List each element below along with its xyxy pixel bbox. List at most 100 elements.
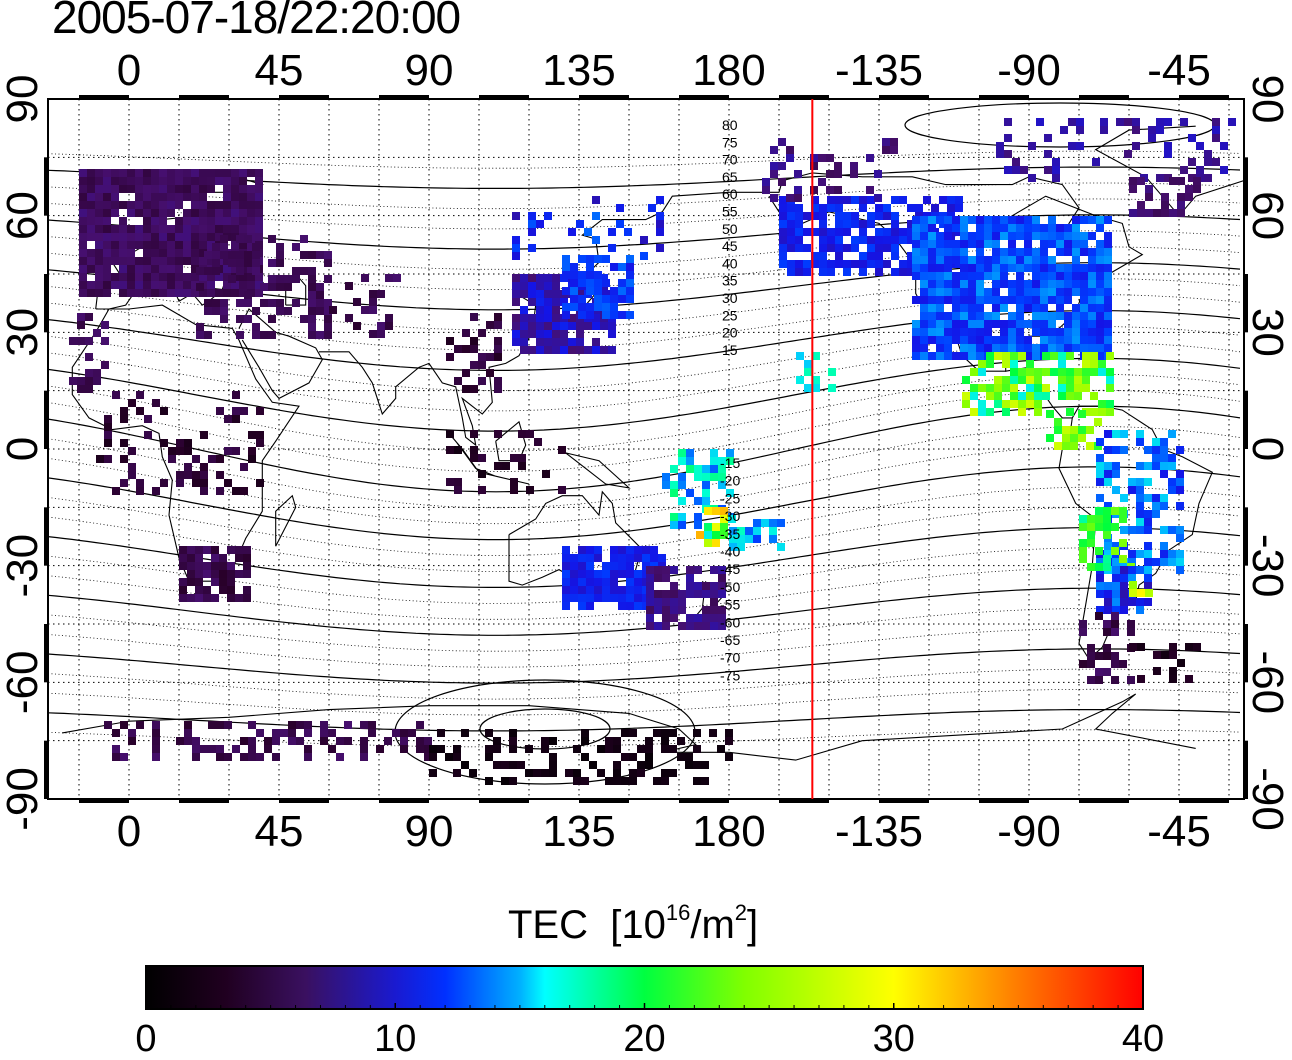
tec-pixel	[701, 777, 709, 785]
tec-pixel	[1176, 470, 1184, 478]
tec-pixel	[803, 228, 811, 236]
tec-pixel	[220, 315, 228, 323]
tec-pixel	[883, 260, 891, 268]
tec-pixel	[859, 236, 867, 244]
tec-pixel	[87, 289, 95, 297]
tec-pixel	[712, 523, 720, 531]
tec-pixel	[594, 271, 602, 279]
tec-pixel	[1136, 526, 1144, 534]
tec-pixel	[944, 288, 952, 296]
tec-pixel	[568, 338, 576, 346]
tec-pixel	[103, 225, 111, 233]
tec-pixel	[1048, 296, 1056, 304]
tec-pixel	[662, 481, 670, 489]
tec-pixel	[618, 295, 626, 303]
tec-pixel	[1096, 304, 1104, 312]
tec-pixel	[986, 360, 994, 368]
tec-pixel	[1056, 248, 1064, 256]
tec-pixel	[1018, 352, 1026, 360]
tec-pixel	[219, 570, 227, 578]
tec-pixel	[208, 721, 216, 729]
tec-pixel	[1016, 336, 1024, 344]
tec-pixel	[586, 311, 594, 319]
tec-pixel	[1080, 248, 1088, 256]
contour-label: 35	[722, 273, 738, 289]
tec-pixel	[199, 193, 207, 201]
tec-pixel	[272, 753, 280, 761]
tec-pixel	[1026, 400, 1034, 408]
tec-pixel	[328, 745, 336, 753]
tec-pixel	[812, 376, 820, 384]
tec-pixel	[1018, 400, 1026, 408]
tec-pixel	[462, 385, 470, 393]
tec-pixel	[544, 282, 552, 290]
tec-pixel	[211, 570, 219, 578]
tec-pixel	[976, 328, 984, 336]
tec-pixel	[191, 249, 199, 257]
frame-bar-left	[44, 390, 48, 449]
tec-pixel	[891, 236, 899, 244]
tec-pixel	[1111, 612, 1119, 620]
tec-pixel	[867, 220, 875, 228]
tec-pixel	[167, 289, 175, 297]
tec-pixel	[255, 281, 263, 289]
tec-pixel	[928, 288, 936, 296]
tec-pixel	[907, 220, 915, 228]
tec-pixel	[562, 287, 570, 295]
tec-pixel	[207, 177, 215, 185]
tec-pixel	[446, 337, 454, 345]
tec-pixel	[1137, 675, 1145, 683]
tec-pixel	[1103, 628, 1111, 636]
tec-pixel	[1056, 240, 1064, 248]
tec-pixel	[1176, 534, 1184, 542]
tec-pixel	[1086, 426, 1094, 434]
tec-pixel	[936, 320, 944, 328]
tec-pixel	[634, 586, 642, 594]
tec-pixel	[167, 249, 175, 257]
tec-pixel	[227, 570, 235, 578]
tec-pixel	[1120, 606, 1128, 614]
tec-pixel	[231, 169, 239, 177]
tec-pixel	[79, 201, 87, 209]
tec-pixel	[255, 273, 263, 281]
tec-pixel	[544, 346, 552, 354]
tec-pixel	[867, 252, 875, 260]
tec-pixel	[203, 594, 211, 602]
tec-pixel	[1096, 462, 1104, 470]
tec-pixel	[1040, 296, 1048, 304]
tec-pixel	[1095, 507, 1103, 515]
tec-pixel	[111, 201, 119, 209]
tec-pixel	[111, 193, 119, 201]
tec-pixel	[928, 328, 936, 336]
tec-pixel	[835, 260, 843, 268]
tec-pixel	[976, 256, 984, 264]
tec-pixel	[1004, 134, 1012, 142]
tec-pixel	[1120, 526, 1128, 534]
tec-pixel	[586, 578, 594, 586]
tec-pixel	[240, 463, 248, 471]
tec-pixel	[662, 473, 670, 481]
colorbar-tick-label: 0	[135, 1018, 157, 1060]
tec-pixel	[179, 554, 187, 562]
tec-pixel	[211, 578, 219, 586]
tec-pixel	[191, 185, 199, 193]
tec-pixel	[912, 248, 920, 256]
tec-pixel	[562, 586, 570, 594]
tec-pixel	[1136, 502, 1144, 510]
tec-pixel	[87, 281, 95, 289]
tec-pixel	[1008, 216, 1016, 224]
tec-pixel	[1026, 384, 1034, 392]
longitude-ticks-bottom: 0 45 90 135 180 -135 -90 -45	[117, 807, 1211, 856]
tec-pixel	[1169, 643, 1177, 651]
tec-pixel	[1072, 256, 1080, 264]
tec-pixel	[1144, 478, 1152, 486]
tec-pixel	[669, 729, 677, 737]
tec-pixel	[1004, 166, 1012, 174]
tec-pixel	[502, 462, 510, 470]
tec-pixel	[890, 138, 898, 146]
tec-pixel	[936, 216, 944, 224]
frame-bar-bottom	[179, 799, 229, 803]
tec-pixel	[952, 288, 960, 296]
tec-pixel	[1128, 574, 1136, 582]
tec-pixel	[1088, 256, 1096, 264]
